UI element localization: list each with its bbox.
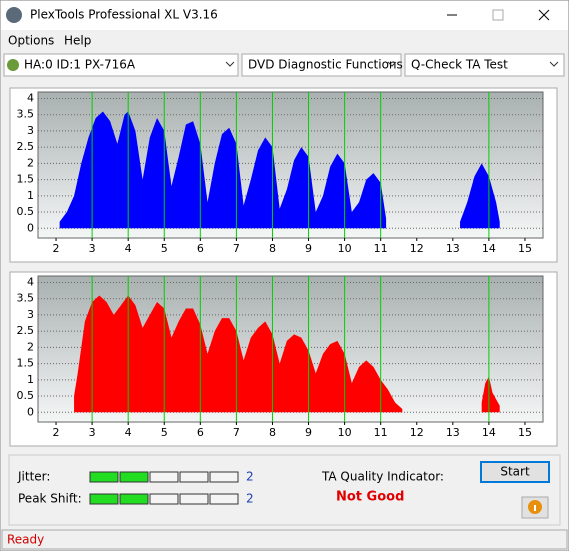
y-tick-label: 2	[27, 156, 34, 169]
histogram-area	[59, 111, 500, 229]
x-tick-label: 12	[410, 242, 424, 255]
test-select[interactable]: Q-Check TA Test	[404, 53, 565, 77]
close[interactable]	[538, 9, 550, 21]
status-text: Ready	[7, 533, 44, 547]
x-tick-label: 9	[305, 242, 312, 255]
y-tick-label: 2.5	[17, 140, 35, 153]
drive-select[interactable]: HA:0 ID:1 PX-716A	[3, 53, 239, 77]
results-panel	[8, 454, 561, 526]
meter-cell	[119, 471, 149, 483]
x-tick-label: 14	[482, 242, 496, 255]
meter-cell	[119, 493, 149, 505]
x-tick-label: 14	[482, 426, 496, 439]
x-tick-label: 12	[410, 426, 424, 439]
y-tick-label: 1	[27, 373, 34, 386]
x-tick-label: 5	[161, 426, 168, 439]
y-tick-label: 3	[27, 124, 34, 137]
y-tick-label: 1.5	[17, 173, 35, 186]
x-tick-label: 15	[518, 426, 532, 439]
x-tick-label: 10	[338, 426, 352, 439]
y-tick-label: 1.5	[17, 357, 35, 370]
menu-item[interactable]: Help	[64, 34, 91, 48]
meter-cell	[209, 471, 239, 483]
drive-label: HA:0 ID:1 PX-716A	[24, 58, 136, 72]
test-label: Q-Check TA Test	[411, 58, 508, 72]
y-tick-label: 4	[27, 275, 34, 288]
meter-cell	[179, 471, 209, 483]
x-tick-label: 2	[53, 426, 60, 439]
meter-cell	[89, 471, 119, 483]
start-label: Start	[500, 465, 530, 479]
meter-value: 2	[246, 492, 254, 506]
y-tick-label: 0	[27, 221, 34, 234]
y-tick-label: 2.5	[17, 324, 35, 337]
start-button[interactable]: Start	[480, 461, 550, 483]
x-tick-label: 15	[518, 242, 532, 255]
x-tick-label: 7	[233, 242, 240, 255]
app-icon	[6, 7, 22, 23]
y-tick-label: 4	[27, 91, 34, 104]
window-title: PlexTools Professional XL V3.16	[30, 8, 218, 22]
y-tick-label: 3.5	[17, 292, 35, 305]
x-tick-label: 4	[125, 426, 132, 439]
meter-value: 2	[246, 470, 254, 484]
histogram-area	[74, 295, 500, 413]
x-tick-label: 4	[125, 242, 132, 255]
info-button[interactable]	[521, 496, 549, 519]
y-tick-label: 0.5	[17, 389, 35, 402]
x-tick-label: 10	[338, 242, 352, 255]
meter-cell	[89, 493, 119, 505]
status-bar	[1, 529, 568, 550]
y-tick-label: 3.5	[17, 108, 35, 121]
ta-label: TA Quality Indicator:	[321, 470, 444, 484]
y-tick-label: 1	[27, 189, 34, 202]
meter-cell	[149, 493, 179, 505]
title-bar	[1, 1, 568, 30]
y-tick-label: 2	[27, 340, 34, 353]
ta-result: Not Good	[336, 490, 404, 505]
x-tick-label: 11	[374, 242, 388, 255]
x-tick-label: 5	[161, 242, 168, 255]
x-tick-label: 13	[446, 242, 460, 255]
x-tick-label: 9	[305, 426, 312, 439]
y-tick-label: 3	[27, 308, 34, 321]
meter-cell	[149, 471, 179, 483]
x-tick-label: 6	[197, 242, 204, 255]
peak-shift-label: Peak Shift:	[18, 492, 82, 506]
x-tick-label: 2	[53, 242, 60, 255]
x-tick-label: 8	[269, 242, 276, 255]
x-tick-label: 11	[374, 426, 388, 439]
meter-cell	[179, 493, 209, 505]
y-tick-label: 0	[27, 405, 34, 418]
maximize[interactable]	[492, 9, 504, 21]
x-tick-label: 6	[197, 426, 204, 439]
menu-item[interactable]: Options	[8, 34, 54, 48]
x-tick-label: 3	[89, 426, 96, 439]
x-tick-label: 13	[446, 426, 460, 439]
meter-cell	[209, 493, 239, 505]
function-select[interactable]: DVD Diagnostic Functions	[241, 53, 403, 77]
x-tick-label: 7	[233, 426, 240, 439]
x-tick-label: 8	[269, 426, 276, 439]
function-label: DVD Diagnostic Functions	[248, 58, 403, 72]
y-tick-label: 0.5	[17, 205, 35, 218]
x-tick-label: 3	[89, 242, 96, 255]
jitter-label: Jitter:	[17, 470, 50, 484]
